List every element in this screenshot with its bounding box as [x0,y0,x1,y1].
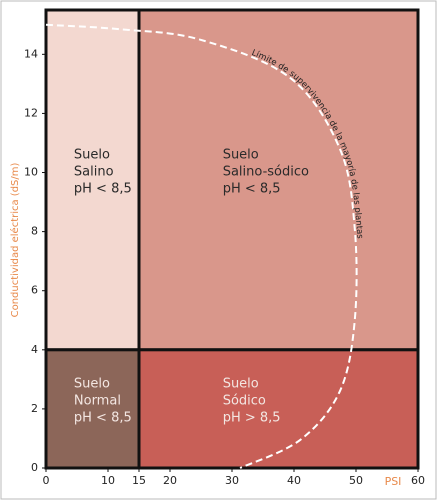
region-label: Normal [74,393,121,408]
x-tick-label: 15 [132,474,146,487]
x-tick-label: 60 [411,474,425,487]
region [44,348,141,470]
region-label: Sódico [223,393,266,408]
region-label: pH < 8,5 [223,181,281,196]
region-label: Suelo [223,147,259,162]
region-label: Suelo [74,147,110,162]
x-tick-label: 30 [225,474,239,487]
y-tick-label: 12 [24,106,38,119]
y-tick-label: 10 [24,166,38,179]
region-label: pH > 8,5 [223,410,281,425]
x-axis-label: PSI [385,475,402,488]
x-tick-label: 0 [43,474,50,487]
region-label: Suelo [74,376,110,391]
region-label: Salino-sódico [223,164,309,179]
y-tick-label: 0 [31,461,38,474]
x-tick-label: 10 [101,474,115,487]
y-axis-label: Conductividad eléctrica (dS/m) [9,162,21,317]
boundary-curve [45,23,358,469]
y-tick-label: 14 [24,47,38,60]
region [137,8,420,352]
region-label: pH < 8,5 [74,410,132,425]
region-label: Salino [74,164,114,179]
y-tick-label: 4 [31,343,38,356]
x-tick-label: 20 [163,474,177,487]
y-tick-label: 8 [31,225,38,238]
y-tick-label: 2 [31,402,38,415]
region [44,8,141,352]
x-tick-label: 40 [287,474,301,487]
x-tick-label: 50 [349,474,363,487]
plot: Límite de supervivencia de la mayoría de… [24,8,425,487]
region [137,348,420,470]
region-label: pH < 8,5 [74,181,132,196]
region-label: Suelo [223,376,259,391]
y-tick-label: 6 [31,284,38,297]
